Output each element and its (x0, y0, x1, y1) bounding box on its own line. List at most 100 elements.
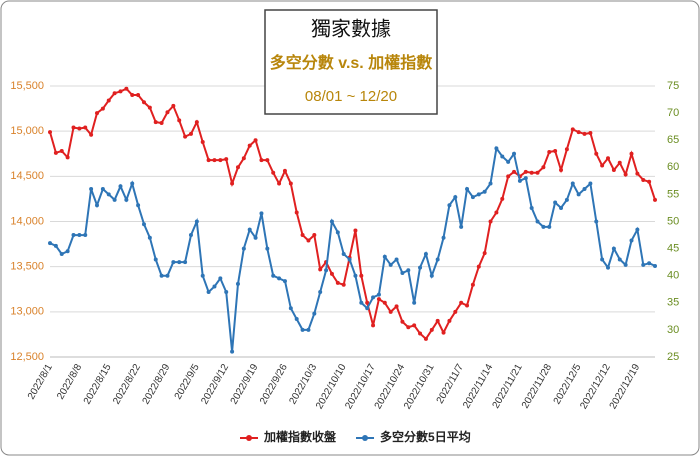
data-point (318, 267, 323, 272)
data-point (517, 178, 522, 183)
data-point (253, 235, 258, 240)
data-point (506, 159, 511, 164)
data-point (529, 205, 534, 210)
data-point (218, 158, 223, 163)
data-point (470, 195, 475, 200)
data-point (359, 273, 364, 278)
data-point (259, 158, 264, 163)
y-tick-label: 15,000 (10, 125, 44, 137)
data-point (306, 238, 311, 243)
y-tick-label: 12,500 (10, 351, 44, 363)
data-point (447, 203, 452, 208)
y-tick-label: 15,500 (10, 80, 44, 92)
y-tick-label: 13,000 (10, 306, 44, 318)
data-point (241, 246, 246, 251)
y-tick-label: 14,000 (10, 215, 44, 227)
data-point (371, 295, 376, 300)
data-point (529, 170, 534, 175)
data-point (171, 103, 176, 108)
data-point (277, 181, 282, 186)
data-point (159, 273, 164, 278)
data-point (124, 197, 129, 202)
data-point (48, 130, 52, 135)
data-point (453, 309, 458, 314)
data-point (100, 106, 105, 111)
data-point (124, 86, 129, 91)
data-point (65, 249, 70, 254)
data-point (459, 300, 464, 305)
data-point (89, 132, 94, 137)
data-point (94, 111, 99, 116)
data-point (329, 219, 334, 224)
data-point (494, 146, 499, 151)
data-point (453, 195, 458, 200)
data-point (512, 169, 517, 174)
data-point (629, 238, 634, 243)
data-point (118, 89, 123, 94)
data-point (277, 276, 282, 281)
data-point (300, 233, 305, 238)
data-point (241, 156, 246, 161)
data-point (617, 257, 622, 262)
data-point (100, 186, 105, 191)
data-point (341, 252, 346, 257)
data-point (470, 282, 475, 287)
data-point (459, 224, 464, 229)
data-point (247, 227, 252, 232)
data-point (523, 176, 528, 181)
y2-tick-label: 75 (667, 80, 679, 92)
y2-tick-label: 30 (667, 324, 679, 336)
data-point (271, 170, 276, 175)
data-point (617, 160, 622, 165)
data-point (476, 192, 481, 197)
data-point (611, 168, 616, 173)
data-point (641, 177, 646, 182)
data-point (153, 257, 158, 262)
data-point (588, 130, 593, 135)
data-point (570, 181, 575, 186)
data-point (582, 186, 587, 191)
legend-marker (246, 435, 252, 441)
data-point (541, 165, 546, 170)
data-point (83, 233, 88, 238)
legend-marker (362, 435, 369, 441)
data-point (335, 230, 340, 235)
data-point (341, 282, 346, 287)
data-point (429, 327, 434, 332)
data-point (188, 131, 193, 136)
data-point (271, 273, 276, 278)
data-point (259, 211, 264, 216)
data-point (265, 158, 270, 163)
data-point (606, 265, 611, 270)
data-point (106, 192, 111, 197)
y-tick-label: 13,500 (10, 261, 44, 273)
data-point (48, 241, 52, 246)
data-point (423, 336, 428, 341)
data-point (200, 273, 205, 278)
data-point (547, 149, 552, 154)
data-point (147, 105, 152, 110)
y2-tick-label: 25 (667, 351, 679, 363)
data-point (412, 300, 417, 305)
data-point (212, 284, 217, 289)
data-point (136, 203, 141, 208)
data-point (306, 327, 311, 332)
data-point (83, 125, 88, 130)
data-point (153, 120, 158, 125)
data-point (53, 150, 58, 155)
data-point (77, 233, 82, 238)
data-point (447, 318, 452, 323)
data-point (582, 131, 587, 136)
data-point (576, 192, 581, 197)
data-point (130, 181, 135, 186)
data-point (623, 262, 628, 267)
data-point (570, 127, 575, 132)
data-point (594, 219, 599, 224)
data-point (559, 205, 564, 210)
data-point (71, 233, 76, 238)
data-point (494, 210, 499, 215)
data-point (371, 323, 376, 328)
data-point (641, 262, 646, 267)
y2-tick-label: 65 (667, 134, 679, 146)
data-point (253, 138, 258, 143)
